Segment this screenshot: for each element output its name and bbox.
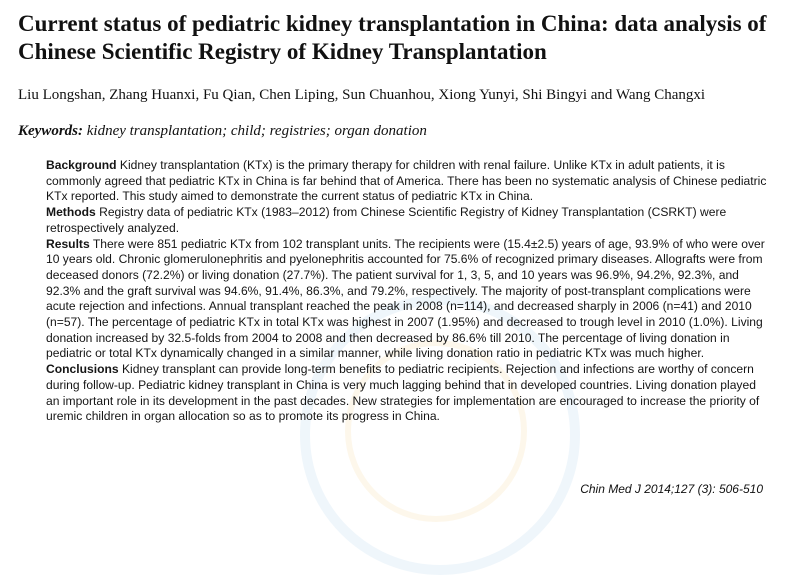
abstract-background: Background Kidney transplantation (KTx) … [46, 158, 768, 205]
abstract: Background Kidney transplantation (KTx) … [46, 158, 768, 425]
results-label: Results [46, 236, 90, 251]
conclusions-label: Conclusions [46, 362, 119, 377]
background-label: Background [46, 158, 117, 172]
keywords-label: Keywords: [18, 123, 83, 139]
journal-citation: Chin Med J 2014;127 (3): 506-510 [580, 482, 763, 496]
author-list: Liu Longshan, Zhang Huanxi, Fu Qian, Che… [18, 87, 706, 103]
keywords-text: kidney transplantation; child; registrie… [83, 123, 427, 139]
abstract-results: Results There were 851 pediatric KTx fro… [46, 237, 768, 363]
paper-title: Current status of pediatric kidney trans… [18, 11, 767, 64]
methods-text: Registry data of pediatric KTx (1983–201… [46, 205, 727, 235]
methods-label: Methods [46, 205, 96, 220]
keywords-line: Keywords: kidney transplantation; child;… [18, 122, 778, 140]
results-text: There were 851 pediatric KTx from 102 tr… [46, 236, 765, 361]
background-text: Kidney transplantation (KTx) is the prim… [46, 158, 767, 204]
abstract-conclusions: Conclusions Kidney transplant can provid… [46, 362, 768, 425]
conclusions-text: Kidney transplant can provide long-term … [46, 362, 760, 424]
abstract-methods: Methods Registry data of pediatric KTx (… [46, 205, 768, 236]
